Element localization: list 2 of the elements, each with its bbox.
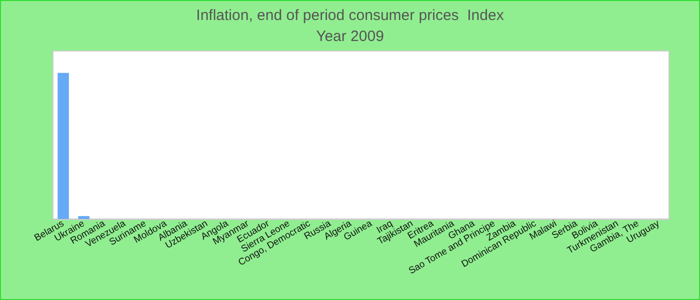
chart-title: Inflation, end of period consumer prices Index bbox=[196, 7, 504, 24]
chart-subtitle: Year 2009 bbox=[316, 28, 384, 45]
